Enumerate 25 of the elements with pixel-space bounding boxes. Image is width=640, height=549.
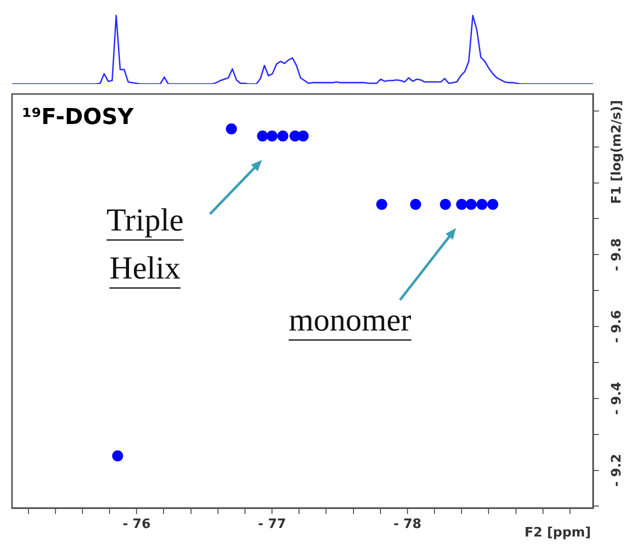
annotation: Triple Helix [106, 201, 184, 286]
point [440, 198, 451, 210]
point [112, 450, 124, 462]
y-tick-label: - 9.8 [609, 238, 624, 272]
point [487, 198, 498, 210]
y-tick-label: - 9.2 [609, 454, 624, 487]
point [266, 130, 278, 142]
y-tick-label: - 9.6 [609, 310, 624, 343]
y-tick-label: - 9.4 [609, 382, 624, 415]
x-tick-label: - 78 [393, 517, 422, 532]
annotation: monomer [288, 301, 412, 338]
point [410, 198, 422, 210]
point [257, 130, 268, 142]
y-axis-title: F1 [log(m2/s)] [609, 100, 624, 204]
x-tick-label: - 77 [258, 517, 286, 532]
point [298, 130, 309, 142]
text: ¹⁹F-DOSY [22, 105, 135, 130]
point [456, 198, 468, 210]
point [277, 130, 288, 142]
point [476, 198, 488, 210]
x-tick-label: - 76 [122, 517, 151, 532]
x-axis-title: F2 [ppm] [524, 525, 591, 540]
point [466, 198, 477, 210]
point [226, 123, 237, 134]
point [376, 198, 388, 210]
